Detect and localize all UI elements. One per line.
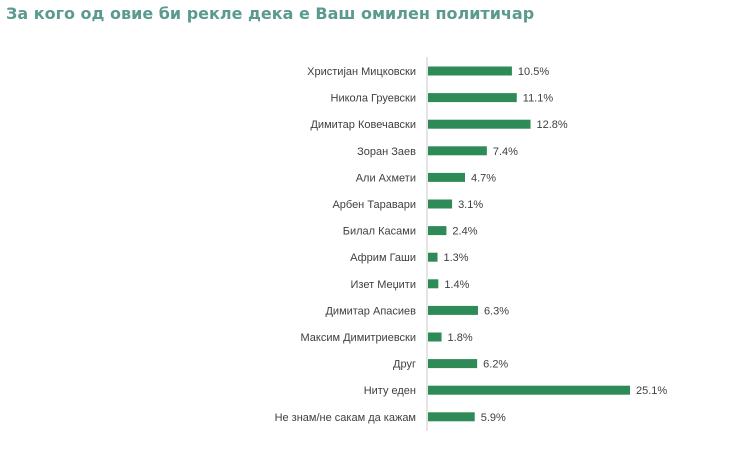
value-label: 25.1% xyxy=(636,385,667,397)
bar xyxy=(428,332,442,342)
bar xyxy=(428,252,438,262)
value-label: 3.1% xyxy=(458,199,483,211)
bar xyxy=(428,359,478,369)
value-label: 7.4% xyxy=(493,146,518,158)
bar xyxy=(428,226,447,236)
value-label: 12.8% xyxy=(537,119,568,131)
category-label: Изет Меџити xyxy=(351,279,416,291)
category-label: Друг xyxy=(393,359,416,371)
bar xyxy=(428,412,475,422)
category-label: Билал Касами xyxy=(343,226,416,238)
bar xyxy=(428,199,453,209)
value-label: 11.1% xyxy=(523,93,554,105)
value-label: 1.4% xyxy=(444,279,469,291)
value-label: 6.3% xyxy=(484,305,509,317)
category-label: Не знам/не сакам да кажам xyxy=(275,412,416,424)
bar xyxy=(428,385,630,395)
bar xyxy=(428,66,512,76)
category-label: Никола Груевски xyxy=(331,93,417,105)
bar xyxy=(428,305,478,315)
bar xyxy=(428,146,487,156)
category-label: Ниту еден xyxy=(364,385,416,397)
value-label: 4.7% xyxy=(471,172,496,184)
category-label: Христијан Мицковски xyxy=(307,66,416,78)
value-label: 6.2% xyxy=(483,359,508,371)
category-label: Али Ахмети xyxy=(356,172,416,184)
value-label: 1.3% xyxy=(444,252,469,264)
category-label: Африм Гаши xyxy=(350,252,416,264)
bar xyxy=(428,172,466,182)
value-label: 1.8% xyxy=(448,332,473,344)
bar xyxy=(428,93,517,103)
category-label: Зоран Заев xyxy=(357,146,416,158)
bar xyxy=(428,119,531,129)
value-label: 5.9% xyxy=(481,412,506,424)
value-label: 10.5% xyxy=(518,66,549,78)
chart-title: За кого од овие би рекле дека е Ваш омил… xyxy=(6,4,535,23)
category-label: Максим Димитриевски xyxy=(301,332,417,344)
value-label: 2.4% xyxy=(452,226,477,238)
category-label: Арбен Таравари xyxy=(332,199,416,211)
bars-group: Христијан Мицковски 10.5% Никола Груевски 1… xyxy=(275,66,668,424)
category-label: Димитар Ковечавски xyxy=(310,119,416,131)
bar xyxy=(428,279,439,289)
category-label: Димитар Апасиев xyxy=(325,305,416,317)
